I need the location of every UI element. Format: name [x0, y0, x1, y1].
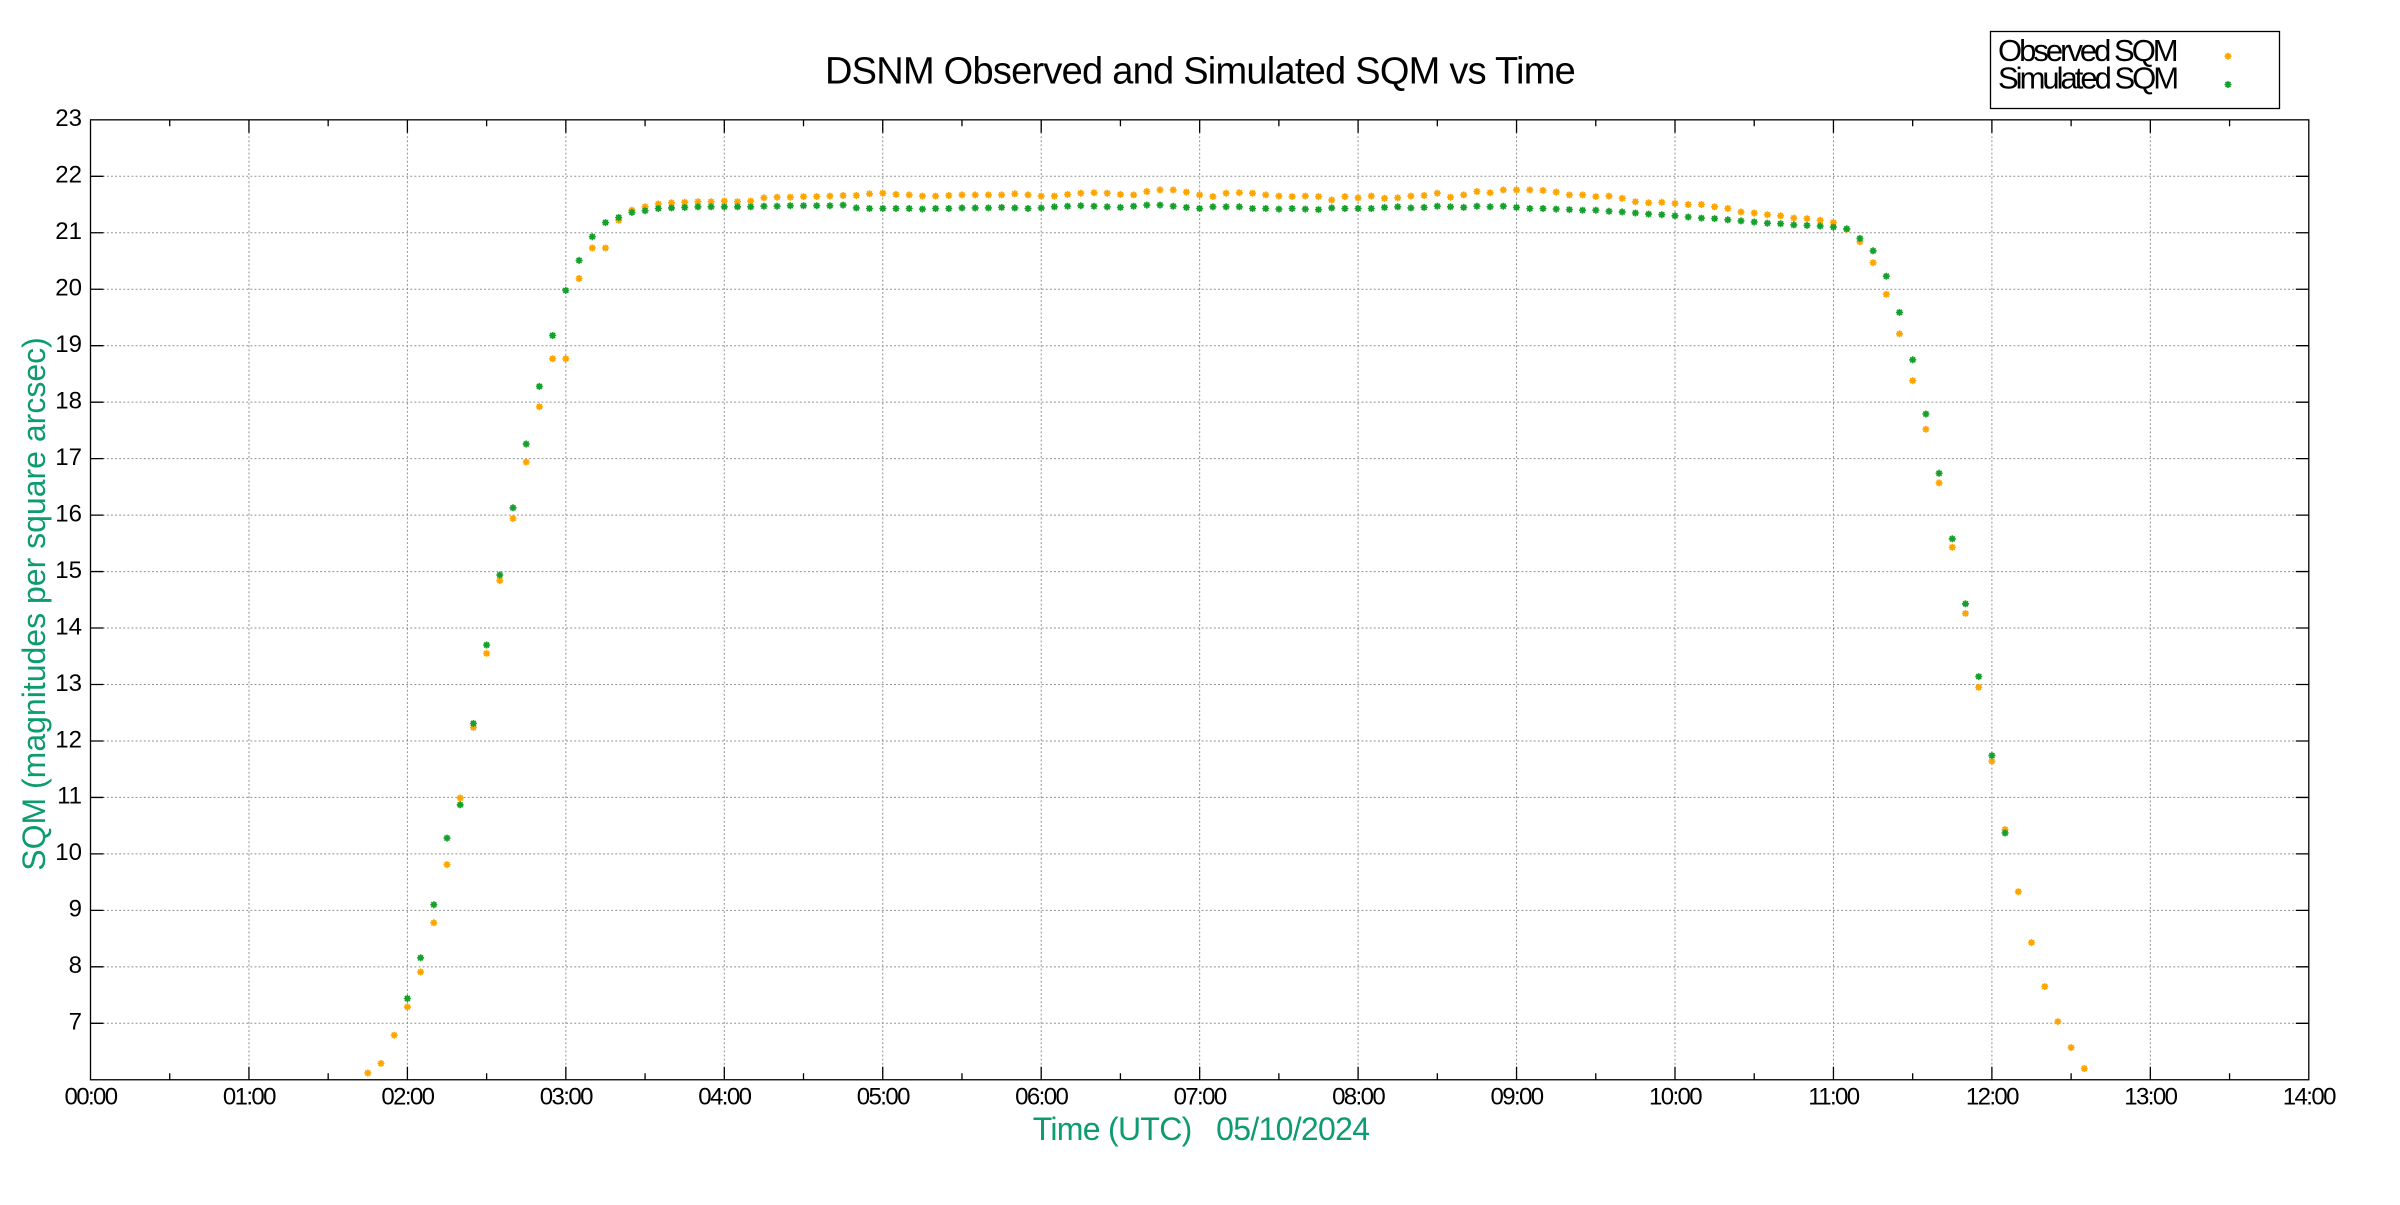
svg-text:11:00: 11:00	[1808, 1084, 1860, 1111]
svg-text:11: 11	[57, 783, 82, 810]
svg-text:06:00: 06:00	[1015, 1084, 1068, 1111]
svg-text:Observed SQM: Observed SQM	[1998, 33, 2177, 68]
svg-text:12:00: 12:00	[1966, 1084, 2019, 1111]
svg-text:20: 20	[55, 275, 82, 302]
svg-text:12: 12	[55, 726, 82, 753]
svg-text:14: 14	[55, 613, 82, 640]
svg-text:01:00: 01:00	[223, 1084, 276, 1111]
svg-text:13: 13	[55, 670, 82, 697]
svg-text:08:00: 08:00	[1332, 1084, 1385, 1111]
svg-text:05:00: 05:00	[857, 1084, 910, 1111]
svg-text:02:00: 02:00	[381, 1084, 434, 1111]
svg-text:DSNM Observed and Simulated SQ: DSNM Observed and Simulated SQM vs Time	[825, 51, 1575, 93]
svg-text:03:00: 03:00	[540, 1084, 593, 1111]
svg-text:16: 16	[55, 500, 82, 527]
svg-text:19: 19	[55, 331, 82, 358]
svg-text:23: 23	[55, 105, 82, 132]
svg-text:SQM (magnitudes per square arc: SQM (magnitudes per square arcsec)	[16, 337, 52, 871]
svg-text:8: 8	[69, 952, 82, 979]
svg-text:21: 21	[55, 218, 82, 245]
svg-text:15: 15	[55, 557, 82, 584]
svg-text:14:00: 14:00	[2283, 1084, 2336, 1111]
svg-text:04:00: 04:00	[698, 1084, 751, 1111]
svg-text:17: 17	[55, 444, 82, 471]
svg-text:7: 7	[69, 1009, 82, 1036]
svg-text:00:00: 00:00	[64, 1084, 117, 1111]
svg-text:9: 9	[69, 896, 82, 923]
svg-text:18: 18	[55, 388, 82, 415]
svg-text:10: 10	[55, 839, 82, 866]
svg-text:07:00: 07:00	[1174, 1084, 1227, 1111]
svg-text:09:00: 09:00	[1490, 1084, 1543, 1111]
svg-text:Simulated SQM: Simulated SQM	[1998, 61, 2177, 96]
svg-text:22: 22	[55, 162, 82, 189]
svg-text:Time (UTC) 05/10/2024: Time (UTC) 05/10/2024	[1033, 1111, 1370, 1147]
svg-text:10:00: 10:00	[1649, 1084, 1702, 1111]
svg-text:13:00: 13:00	[2124, 1084, 2177, 1111]
